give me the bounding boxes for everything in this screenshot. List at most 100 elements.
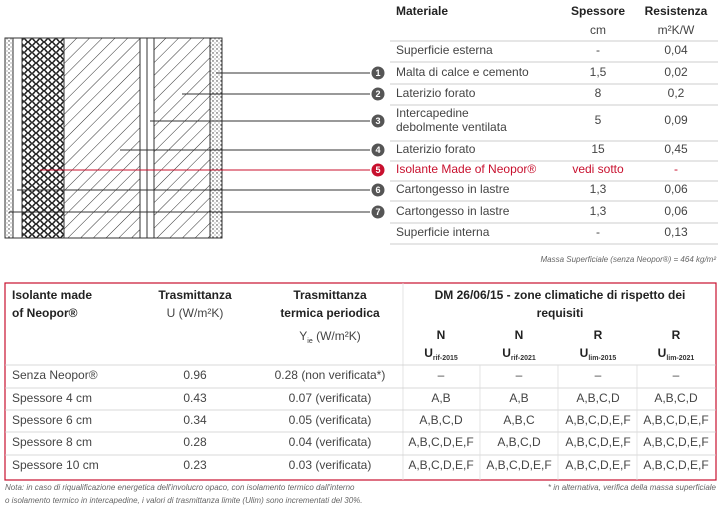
layer-label: Superficie esterna <box>396 43 493 57</box>
cell: A,B,C,D,E,F <box>643 413 708 427</box>
symbol: U <box>580 346 589 360</box>
subscript: lim-2015 <box>588 355 616 362</box>
cell: 0.23 <box>183 458 207 472</box>
cell: A,B,C <box>503 413 535 427</box>
layer-badge <box>371 66 385 80</box>
layer-resistance: 0,04 <box>664 43 688 57</box>
sub-symbol: Ulim-2021 <box>658 346 695 362</box>
cell: A,B,C,D,E,F <box>643 435 708 449</box>
sub-letter: N <box>437 328 446 342</box>
symbol: U <box>658 346 667 360</box>
layer-label: Superficie interna <box>396 225 490 239</box>
layer-label: Malta di calce e cemento <box>396 65 529 79</box>
leader-lines <box>9 72 370 213</box>
cell: 0.04 (verificata) <box>289 435 372 449</box>
cell: 0.96 <box>183 368 207 382</box>
layer-badge <box>371 114 385 128</box>
unit-thickness: cm <box>590 23 606 37</box>
note: * in alternativa, verifica della massa s… <box>548 483 717 492</box>
layer-badge <box>371 163 385 177</box>
layer-badge <box>371 87 385 101</box>
subscript: rif-2021 <box>511 355 536 362</box>
col-header: Isolante made <box>12 288 92 302</box>
cell: 0.34 <box>183 413 207 427</box>
cell: 0.07 (verificata) <box>289 391 372 405</box>
layer-thickness: 1,3 <box>590 204 607 218</box>
layer-number: 2 <box>375 89 380 99</box>
row-label: Spessore 6 cm <box>12 413 92 427</box>
layer-resistance: 0,06 <box>664 182 688 196</box>
layer-resistance: 0,2 <box>668 86 685 100</box>
cell: 0.43 <box>183 391 207 405</box>
layer-thickness: 8 <box>595 86 602 100</box>
layer-resistance: 0,09 <box>664 113 688 127</box>
layer-thickness: - <box>596 43 600 57</box>
col-header: termica periodica <box>280 306 380 320</box>
cell: 0.03 (verificata) <box>289 458 372 472</box>
layer-thickness: vedi sotto <box>572 162 624 176</box>
cell: A,B,C,D,E,F <box>565 435 630 449</box>
cell: A,B <box>431 391 450 405</box>
cell: – <box>516 368 523 382</box>
mass-note: Massa Superficiale (senza Neopor®) = 464… <box>540 255 716 264</box>
layer-resistance: 0,02 <box>664 65 688 79</box>
layer-thickness: - <box>596 225 600 239</box>
cell: A,B,C,D <box>497 435 541 449</box>
wall-diagram <box>4 37 223 239</box>
note: Nota: in caso di riqualificazione energe… <box>5 483 355 492</box>
layer-label: Isolante Made of Neopor® <box>396 162 536 176</box>
layer-number: 7 <box>375 207 380 217</box>
unit-resistance: m²K/W <box>658 23 695 37</box>
col-unit: U (W/m²K) <box>167 306 224 320</box>
symbol: U <box>502 346 511 360</box>
col-unit: Yie (W/m²K) <box>299 329 360 345</box>
cell: A,B,C,D <box>576 391 620 405</box>
layer-number: 6 <box>375 185 380 195</box>
layer-number: 5 <box>375 165 380 175</box>
group-header: requisiti <box>537 306 584 320</box>
layer-thickness: 15 <box>591 142 605 156</box>
cell: A,B,C,D,E,F <box>486 458 551 472</box>
row-label: Spessore 10 cm <box>12 458 99 472</box>
cell: A,B,C,D,E,F <box>643 458 708 472</box>
sub-letter: N <box>515 328 524 342</box>
layer-resistance: 0,13 <box>664 225 688 239</box>
col-header: of Neopor® <box>12 306 78 320</box>
col-header: Trasmittanza <box>158 288 232 302</box>
layer-number: 1 <box>375 68 380 78</box>
subscript: ie <box>307 338 313 345</box>
cell: A,B,C,D <box>654 391 698 405</box>
col-header: Trasmittanza <box>293 288 367 302</box>
layer-thickness: 1,5 <box>590 65 607 79</box>
cell: – <box>438 368 445 382</box>
layer-label: Intercapedine <box>396 106 469 120</box>
cell: A,B <box>509 391 528 405</box>
sub-letter: R <box>594 328 603 342</box>
symbol: Y <box>299 329 307 343</box>
symbol: U <box>424 346 433 360</box>
layer-label: Cartongesso in lastre <box>396 182 510 196</box>
cell: A,B,C,D <box>419 413 463 427</box>
layer-thickness: 5 <box>595 113 602 127</box>
sub-symbol: Urif-2015 <box>424 346 458 362</box>
layer-label: Laterizio forato <box>396 86 476 100</box>
unit: (W/m²K) <box>313 329 361 343</box>
sub-letter: R <box>672 328 681 342</box>
note: o isolamento termico in intercapedine, i… <box>5 496 362 505</box>
layer-label: Cartongesso in lastre <box>396 204 510 218</box>
layer-badge <box>371 205 385 219</box>
sub-symbol: Ulim-2015 <box>580 346 617 362</box>
cell: A,B,C,D,E,F <box>408 435 473 449</box>
cell: – <box>673 368 680 382</box>
layer-resistance: 0,45 <box>664 142 688 156</box>
layer-badge <box>371 143 385 157</box>
layer-label: Laterizio forato <box>396 142 476 156</box>
cell: A,B,C,D,E,F <box>565 458 630 472</box>
subscript: lim-2021 <box>666 355 694 362</box>
group-header: DM 26/06/15 - zone climatiche di rispett… <box>435 288 686 302</box>
cell: A,B,C,D,E,F <box>408 458 473 472</box>
layer-number: 4 <box>375 145 380 155</box>
cell: – <box>595 368 602 382</box>
header-resistance: Resistenza <box>645 4 708 18</box>
